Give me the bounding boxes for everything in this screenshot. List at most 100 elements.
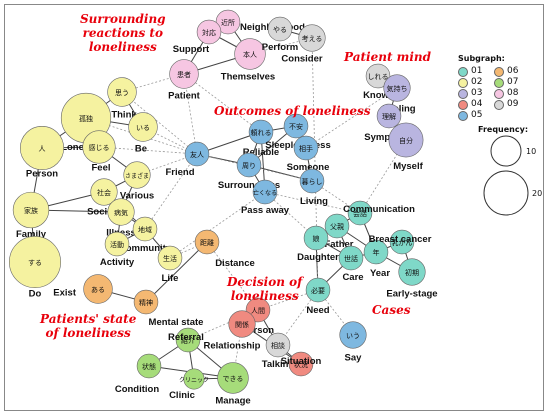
- node-circle: [365, 63, 391, 89]
- node-jp-label: 自分: [399, 136, 413, 145]
- annotation-line: Patient mind: [344, 50, 432, 64]
- node-jp-label: 孤独: [79, 114, 93, 123]
- node-shireru: しれる Know: [363, 63, 391, 101]
- node-jp-label: 病気: [114, 208, 128, 217]
- node-circle: [104, 231, 130, 257]
- node-en-label: Do: [29, 289, 42, 300]
- node-circle: [303, 225, 329, 251]
- node-en-label: Clinic: [169, 390, 195, 401]
- node-en-label: Various: [120, 190, 154, 201]
- node-circle: [252, 179, 278, 205]
- node-circle: [90, 178, 118, 206]
- edge-chiiki-yujin: [144, 153, 198, 230]
- node-circle: [324, 213, 350, 239]
- legend-label-08: 08: [507, 88, 519, 98]
- node-kanjiru: 感じる Feel: [82, 130, 116, 173]
- node-sewa: 世話 Care: [338, 245, 364, 283]
- node-en-label: Relationship: [203, 340, 260, 351]
- node-hitsuyo: 必要 Need: [305, 277, 331, 316]
- node-en-label: Family: [16, 229, 47, 240]
- node-circle: [234, 38, 266, 70]
- node-circle: [107, 198, 135, 226]
- node-en-label: Person: [26, 169, 58, 180]
- node-circle: [19, 125, 65, 171]
- node-en-label: Reliable: [243, 147, 279, 158]
- node-circle: [217, 362, 249, 394]
- node-jp-label: 友人: [190, 150, 204, 159]
- node-en-label: Breast cancer: [369, 234, 432, 245]
- node-jp-label: 活動: [110, 240, 124, 249]
- node-jp-label: 紹介: [181, 336, 195, 345]
- node-jp-label: する: [28, 259, 42, 267]
- annotation-line: Surrounding: [80, 12, 166, 26]
- node-en-label: Feel: [91, 162, 110, 173]
- node-mawari: 周り Surroundings: [218, 152, 280, 191]
- node-iu: いう Say: [339, 321, 367, 363]
- node-en-label: Say: [345, 352, 363, 363]
- node-en-label: Mental state: [149, 317, 204, 328]
- annotation-cases: Cases: [372, 303, 410, 317]
- node-jp-label: 世話: [344, 254, 358, 263]
- node-circle: [175, 327, 201, 353]
- node-en-label: Condition: [115, 384, 160, 395]
- legend-swatch-05: [458, 111, 468, 121]
- node-circle: [128, 112, 158, 142]
- node-jp-label: 暮らし: [302, 177, 323, 186]
- node-jp-label: 娘: [313, 234, 320, 243]
- node-circle: [389, 229, 415, 255]
- legend-label-03: 03: [471, 88, 483, 98]
- node-kazoku: 家族 Family: [12, 191, 50, 240]
- legend-swatch-04: [458, 100, 468, 110]
- node-jp-label: 近所: [221, 18, 235, 27]
- node-circle: [265, 332, 291, 358]
- node-circle: [363, 239, 389, 265]
- node-en-label: Pass away: [241, 205, 290, 216]
- node-en-label: Patient: [168, 90, 201, 101]
- node-en-label: Activity: [100, 257, 135, 268]
- node-jp-label: 年: [373, 248, 380, 257]
- node-circle: [283, 113, 309, 139]
- node-jp-label: 生活: [163, 254, 177, 263]
- legend-label-07: 07: [507, 77, 519, 87]
- node-circle: [388, 122, 424, 158]
- node-en-label: Need: [306, 305, 329, 316]
- node-jp-label: 相談: [271, 341, 285, 350]
- node-aite: 相手 Someone: [287, 135, 329, 173]
- node-en-label: Early-stage: [386, 288, 437, 299]
- node-circle: [293, 135, 319, 161]
- node-en-label: Be: [135, 143, 147, 154]
- node-en-label: Surroundings: [218, 180, 280, 191]
- node-jp-label: 初期: [405, 268, 419, 277]
- node-en-label: Exist: [53, 287, 77, 298]
- node-jp-label: できる: [223, 375, 244, 383]
- node-jp-label: やる: [273, 26, 287, 34]
- node-jp-label: 人間: [251, 307, 265, 315]
- node-circle: [157, 245, 183, 271]
- node-en-label: Feeling: [382, 103, 415, 114]
- annotation-line: loneliness: [88, 40, 157, 54]
- node-circle: [184, 141, 210, 167]
- node-jp-label: 相手: [299, 144, 313, 153]
- node-circle: [298, 24, 326, 52]
- node-en-label: Referral: [168, 332, 204, 343]
- node-jp-label: 父親: [330, 222, 344, 231]
- node-jp-label: 感じる: [89, 143, 110, 152]
- node-en-label: Know: [363, 90, 389, 101]
- node-en-label: Distance: [215, 258, 255, 269]
- node-jotai: 状態 Condition: [115, 353, 162, 395]
- node-circle: [215, 9, 241, 35]
- node-circle: [376, 103, 402, 129]
- edge-kyori-seishin: [145, 241, 208, 303]
- node-jp-label: 本人: [243, 50, 257, 59]
- node-en-label: Themselves: [221, 71, 275, 82]
- node-shakai: 社会 Society: [87, 178, 122, 217]
- node-jp-label: 気持ち: [387, 84, 408, 93]
- node-en-label: Community: [119, 243, 172, 254]
- node-en-label: Person: [242, 325, 274, 336]
- node-circle: [132, 216, 158, 242]
- node-circle: [123, 161, 151, 189]
- node-byoki: 病気Illness: [106, 198, 136, 238]
- legend-swatch-08: [494, 89, 504, 99]
